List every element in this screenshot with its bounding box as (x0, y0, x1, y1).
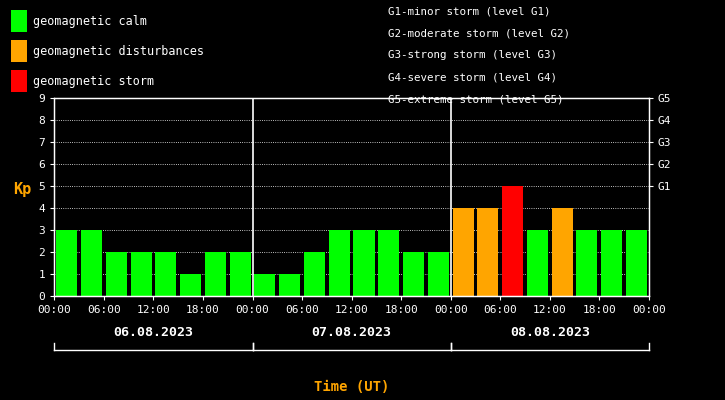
Bar (57, 230, 78, 296)
Bar (576, 230, 597, 296)
Bar (304, 252, 325, 296)
Bar (601, 230, 622, 296)
Text: 07.08.2023: 07.08.2023 (312, 326, 392, 338)
Bar (527, 230, 548, 296)
Text: geomagnetic storm: geomagnetic storm (33, 74, 154, 88)
Text: geomagnetic calm: geomagnetic calm (33, 14, 146, 28)
Text: Time (UT): Time (UT) (314, 380, 389, 394)
Text: G4-severe storm (level G4): G4-severe storm (level G4) (388, 72, 557, 82)
Bar (626, 230, 647, 296)
Text: 08.08.2023: 08.08.2023 (510, 326, 590, 338)
Bar (106, 252, 127, 296)
Bar (428, 252, 449, 296)
Bar (378, 230, 399, 296)
Text: G1-minor storm (level G1): G1-minor storm (level G1) (388, 6, 550, 16)
Bar (130, 252, 152, 296)
Bar (81, 230, 102, 296)
Bar (155, 252, 176, 296)
Bar (403, 252, 424, 296)
Bar (452, 208, 473, 296)
Text: G5-extreme storm (level G5): G5-extreme storm (level G5) (388, 94, 563, 104)
Bar (354, 230, 375, 296)
Bar (279, 274, 300, 296)
Bar (477, 208, 498, 296)
Text: 06.08.2023: 06.08.2023 (113, 326, 194, 338)
Text: G3-strong storm (level G3): G3-strong storm (level G3) (388, 50, 557, 60)
Bar (180, 274, 201, 296)
Bar (205, 252, 226, 296)
Text: geomagnetic disturbances: geomagnetic disturbances (33, 44, 204, 58)
Bar (328, 230, 349, 296)
Text: G2-moderate storm (level G2): G2-moderate storm (level G2) (388, 28, 570, 38)
Bar (502, 186, 523, 296)
Bar (230, 252, 251, 296)
Y-axis label: Kp: Kp (13, 182, 31, 197)
Bar (254, 274, 276, 296)
Bar (552, 208, 573, 296)
